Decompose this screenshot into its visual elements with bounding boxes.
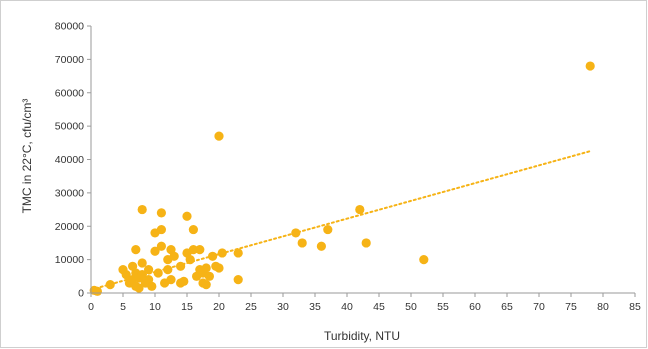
data-point — [323, 224, 333, 235]
data-point — [105, 280, 115, 290]
data-point — [179, 276, 189, 286]
data-point — [147, 281, 157, 291]
y-tick-label: 60000 — [55, 87, 84, 99]
data-point — [131, 245, 141, 255]
x-tick-label: 45 — [373, 301, 385, 313]
x-tick-label: 25 — [245, 301, 257, 313]
data-point — [208, 251, 218, 261]
x-tick-label: 55 — [437, 301, 449, 313]
data-point — [92, 286, 102, 296]
y-tick-label: 70000 — [55, 54, 84, 66]
data-point — [182, 211, 192, 221]
data-point — [121, 270, 131, 280]
x-tick-label: 5 — [120, 301, 126, 313]
data-point — [156, 208, 166, 218]
data-point — [204, 271, 214, 281]
y-tick-label: 80000 — [55, 21, 84, 33]
data-point — [316, 241, 326, 251]
data-point — [201, 280, 211, 290]
data-point — [233, 275, 243, 285]
x-tick-label: 30 — [277, 301, 289, 313]
data-point — [195, 245, 205, 255]
data-point — [361, 238, 371, 248]
data-point — [166, 275, 176, 285]
data-point — [137, 204, 147, 215]
data-point — [185, 255, 195, 265]
x-axis-title: Turbidity, NTU — [324, 329, 400, 343]
y-tick-label: 30000 — [55, 187, 84, 199]
data-points — [89, 61, 595, 296]
x-tick-label: 65 — [501, 301, 513, 313]
data-point — [156, 224, 166, 235]
data-point — [188, 245, 198, 255]
data-point — [585, 61, 595, 71]
x-tick-label: 70 — [533, 301, 545, 313]
trendline — [90, 150, 592, 291]
data-point — [291, 228, 301, 238]
data-point — [214, 263, 224, 273]
data-point — [144, 265, 154, 275]
trendline-layer — [90, 150, 592, 291]
data-point — [150, 246, 160, 256]
data-point — [355, 204, 365, 215]
data-point — [163, 265, 173, 275]
data-point — [176, 261, 186, 271]
data-point — [137, 270, 147, 280]
y-axis-title: TMC in 22°C, cfu/cm³ — [20, 99, 34, 214]
y-tick-label: 20000 — [55, 221, 84, 233]
data-point — [153, 268, 163, 278]
data-point — [214, 131, 224, 141]
data-point — [156, 241, 166, 251]
axes — [87, 25, 636, 297]
x-tick-label: 40 — [341, 301, 353, 313]
y-tick-label: 10000 — [55, 254, 84, 266]
x-tick-label: 0 — [88, 301, 94, 313]
x-tick-label: 20 — [213, 301, 225, 313]
x-tick-label: 80 — [597, 301, 609, 313]
x-tick-label: 50 — [405, 301, 417, 313]
x-tick-label: 85 — [629, 301, 641, 313]
data-point — [233, 248, 243, 258]
data-point — [201, 263, 211, 273]
tick-labels: 0 10000 20000 30000 40000 50000 60000 70000 8000… — [55, 21, 641, 314]
data-point — [169, 251, 179, 261]
x-tick-label: 35 — [309, 301, 321, 313]
data-point — [134, 283, 144, 293]
y-tick-label: 50000 — [55, 121, 84, 133]
x-tick-label: 15 — [181, 301, 193, 313]
y-tick-label: 40000 — [55, 154, 84, 166]
x-tick-label: 10 — [149, 301, 161, 313]
data-point — [217, 248, 227, 258]
data-point — [419, 255, 429, 265]
x-tick-label: 75 — [565, 301, 577, 313]
x-tick-label: 60 — [469, 301, 481, 313]
data-point — [137, 258, 147, 268]
y-tick-label: 0 — [78, 288, 84, 300]
data-point — [297, 238, 307, 248]
data-point — [188, 224, 198, 235]
